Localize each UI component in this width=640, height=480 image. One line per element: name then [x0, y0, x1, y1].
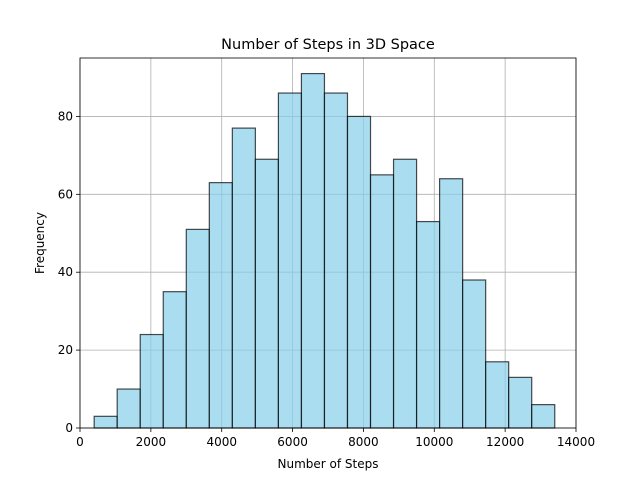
y-tick-label: 80 [58, 109, 73, 123]
histogram-bar [485, 361, 510, 429]
x-tick-label: 6000 [277, 435, 308, 449]
histogram-bar [139, 333, 164, 429]
x-tick-label: 10000 [415, 435, 453, 449]
histogram-bar [346, 115, 372, 429]
x-tick-label: 8000 [348, 435, 379, 449]
histogram-bar [254, 158, 280, 429]
histogram-bar [508, 376, 533, 429]
histogram-bars [93, 72, 556, 429]
y-tick-label: 20 [58, 343, 73, 357]
histogram-bar [323, 92, 349, 429]
histogram-bar [162, 291, 187, 429]
histogram-bar [93, 415, 118, 429]
chart-title: Number of Steps in 3D Space [221, 37, 435, 53]
y-tick-label: 60 [58, 187, 73, 201]
plot-area-frame [79, 57, 577, 429]
histogram-bar [116, 388, 141, 429]
x-tick-label: 0 [76, 435, 84, 449]
x-tick-label: 4000 [206, 435, 237, 449]
histogram-bar [531, 404, 556, 429]
y-tick-label: 0 [65, 421, 73, 435]
histogram-bar [369, 174, 395, 429]
histogram-bar [231, 127, 256, 429]
histogram-bar [392, 158, 418, 429]
y-axis-label: Frequency [33, 212, 47, 274]
x-tick-label: 2000 [136, 435, 167, 449]
histogram-bar [208, 182, 233, 429]
histogram-bar [462, 279, 487, 429]
histogram-bar [439, 178, 464, 429]
y-tick-label: 40 [58, 265, 73, 279]
x-axis-label: Number of Steps [278, 457, 379, 471]
x-tick-label: 12000 [486, 435, 524, 449]
histogram-bar [300, 72, 326, 429]
histogram-bar [185, 228, 210, 429]
histogram-bar [415, 220, 441, 429]
axis-ticks: 0 2000 4000 6000 8000 10000 12000 14000 0 20 40 60 8… [58, 109, 595, 449]
histogram-bar [277, 92, 303, 429]
x-tick-label: 14000 [557, 435, 595, 449]
